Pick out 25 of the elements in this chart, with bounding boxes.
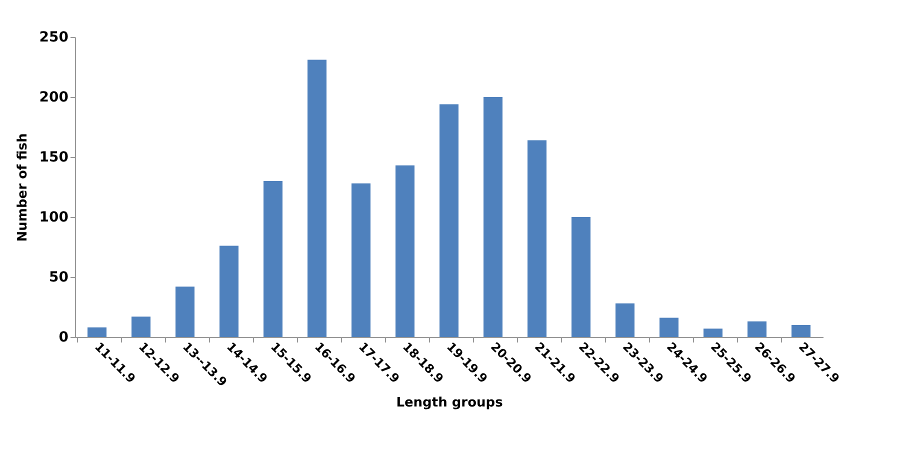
y-tick-label: 50 [49, 270, 69, 286]
bar [572, 217, 590, 337]
bar [792, 325, 810, 337]
bar [528, 140, 546, 337]
y-tick-label: 100 [39, 210, 69, 226]
x-axis-title: Length groups [396, 396, 504, 411]
bar [748, 321, 766, 337]
bar [132, 316, 150, 337]
y-axis-title: Number of fish [15, 133, 30, 242]
bar [176, 286, 194, 337]
bar [616, 303, 634, 337]
y-tick-label: 200 [39, 90, 69, 106]
bar [660, 318, 678, 337]
bar [308, 60, 326, 337]
bar [352, 183, 370, 337]
bar [264, 181, 282, 337]
bar [440, 104, 458, 337]
y-tick-label: 0 [58, 330, 69, 346]
bar [704, 328, 722, 337]
bar [396, 165, 414, 337]
bar [220, 246, 238, 337]
y-tick-label: 250 [39, 30, 69, 46]
y-tick-label: 150 [39, 150, 69, 166]
bar [484, 97, 502, 337]
bar [88, 327, 106, 337]
